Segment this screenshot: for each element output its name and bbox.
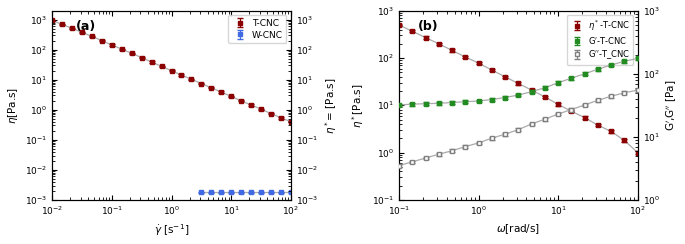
Y-axis label: G$'$,G$''$ [Pa]: G$'$,G$''$ [Pa]: [665, 80, 680, 131]
Y-axis label: $\eta^*$= [Pa.s]: $\eta^*$= [Pa.s]: [323, 77, 340, 133]
Legend: $\eta^*$-T-CNC, G$'$-T-CNC, G$''$-T_CNC: $\eta^*$-T-CNC, G$'$-T-CNC, G$''$-T_CNC: [566, 15, 634, 65]
Text: (b): (b): [418, 20, 439, 33]
Y-axis label: $\eta$[Pa.s]: $\eta$[Pa.s]: [5, 87, 20, 124]
Legend: T-CNC, W-CNC: T-CNC, W-CNC: [228, 15, 286, 43]
X-axis label: $\dot{\gamma}$ [s$^{-1}$]: $\dot{\gamma}$ [s$^{-1}$]: [154, 223, 189, 238]
Text: (a): (a): [76, 20, 97, 33]
X-axis label: $\omega$[rad/s]: $\omega$[rad/s]: [497, 223, 540, 236]
Y-axis label: $\eta^*$[Pa.s]: $\eta^*$[Pa.s]: [351, 83, 366, 128]
